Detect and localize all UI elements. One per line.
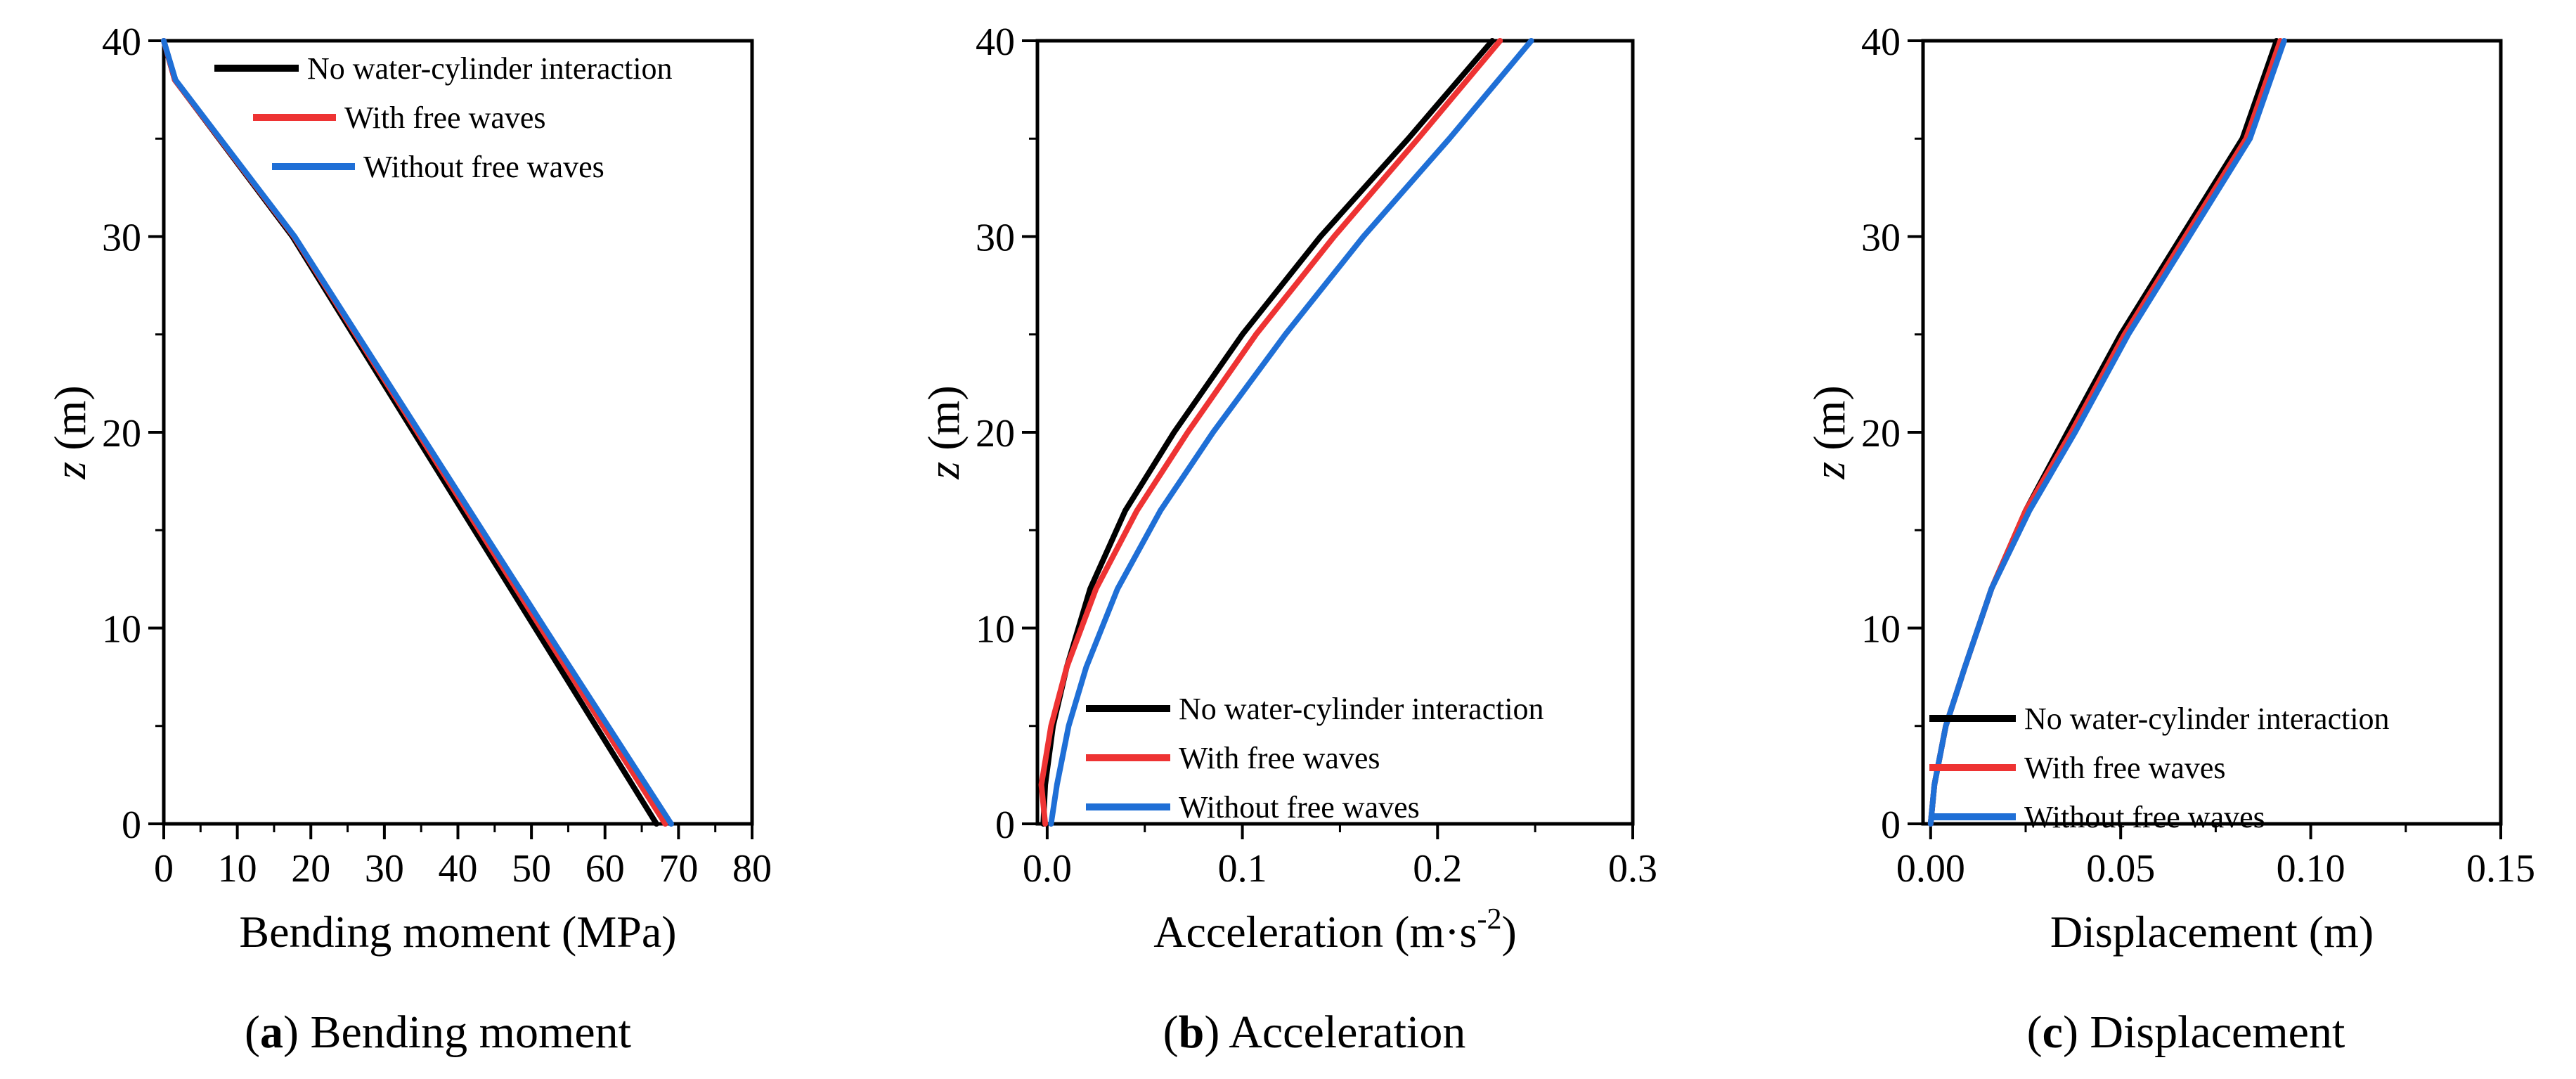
y-tick-label: 40 bbox=[976, 20, 1015, 64]
y-axis-title-unit: (m) bbox=[45, 385, 95, 461]
caption-title: ) Displacement bbox=[2063, 1007, 2345, 1058]
y-axis-title-var: z bbox=[45, 462, 95, 480]
x-axis-title-sup: -2 bbox=[1477, 903, 1501, 936]
panel-caption: (b) Acceleration bbox=[1163, 1007, 1466, 1058]
y-tick-label: 30 bbox=[102, 217, 141, 260]
legend-label-1: No water-cylinder interaction bbox=[1179, 692, 1544, 726]
x-tick-label: 40 bbox=[439, 847, 478, 891]
x-tick-label: 60 bbox=[585, 847, 625, 891]
x-tick-label: 80 bbox=[732, 847, 772, 891]
x-tick-label: 0 bbox=[154, 847, 174, 891]
x-tick-label: 50 bbox=[512, 847, 551, 891]
series-line-2 bbox=[1038, 38, 1503, 827]
x-axis-title-text: Displacement (m) bbox=[2050, 907, 2374, 957]
y-axis-title: z (m) bbox=[919, 385, 969, 479]
panel-caption: (a) Bending moment bbox=[245, 1007, 631, 1058]
chart-panel-a: 0 10 20 30 40 0 10 20 30 40 50 60 70 80 Bending moment… bbox=[45, 20, 772, 1058]
y-tick-label: 40 bbox=[1861, 20, 1901, 64]
y-tick-label: 10 bbox=[976, 608, 1015, 652]
x-axis-title-text: Bending moment (MPa) bbox=[239, 907, 676, 957]
y-tick-label: 0 bbox=[122, 803, 141, 847]
legend: No water-cylinder interaction With free w… bbox=[1929, 702, 2390, 834]
series-line-3 bbox=[161, 38, 674, 827]
x-tick-label: 0.10 bbox=[2277, 847, 2345, 891]
legend: No water-cylinder interaction With free w… bbox=[214, 51, 673, 184]
y-tick-label: 0 bbox=[995, 803, 1015, 847]
caption-open: ( bbox=[2027, 1007, 2043, 1058]
x-tick-label: 30 bbox=[365, 847, 404, 891]
legend-label-2: With free waves bbox=[1179, 741, 1380, 775]
x-tick-label: 20 bbox=[291, 847, 330, 891]
y-axis-title: z (m) bbox=[45, 385, 95, 479]
x-axis-title-end: ) bbox=[1501, 907, 1516, 957]
legend: No water-cylinder interaction With free w… bbox=[1086, 692, 1544, 825]
x-tick-label: 70 bbox=[659, 847, 698, 891]
chart-panel-c: 0 10 20 30 40 0.00 0.05 0.10 0.15 Displacement (m… bbox=[1804, 20, 2535, 1058]
y-tick-label: 0 bbox=[1881, 803, 1901, 847]
x-tick-label: 0.2 bbox=[1413, 847, 1462, 891]
x-axis-title-text: Acceleration (m·s bbox=[1153, 907, 1477, 957]
legend-label-2: With free waves bbox=[344, 101, 546, 135]
caption-open: ( bbox=[245, 1007, 260, 1058]
y-axis-title-unit: (m) bbox=[1804, 385, 1854, 461]
x-axis-title: Displacement (m) bbox=[2050, 907, 2374, 957]
panel-caption: (c) Displacement bbox=[2027, 1007, 2345, 1058]
y-tick-label: 20 bbox=[1861, 412, 1901, 455]
x-tick-label: 0.00 bbox=[1896, 847, 1965, 891]
y-axis-title-var: z bbox=[919, 462, 969, 480]
y-tick-label: 20 bbox=[976, 412, 1015, 455]
x-tick-label: 0.3 bbox=[1608, 847, 1657, 891]
x-tick-label: 10 bbox=[218, 847, 257, 891]
y-tick-label: 30 bbox=[976, 217, 1015, 260]
y-axis-title: z (m) bbox=[1804, 385, 1854, 479]
x-axis-title: Acceleration (m·s-2) bbox=[1153, 903, 1517, 957]
x-tick-label: 0.1 bbox=[1218, 847, 1267, 891]
y-axis-title-unit: (m) bbox=[919, 385, 969, 461]
x-axis-title: Bending moment (MPa) bbox=[239, 907, 676, 957]
y-tick-label: 40 bbox=[102, 20, 141, 64]
x-tick-label: 0.05 bbox=[2086, 847, 2155, 891]
y-tick-label: 10 bbox=[1861, 608, 1901, 652]
caption-letter: b bbox=[1179, 1007, 1205, 1058]
legend-label-2: With free waves bbox=[2024, 751, 2226, 785]
series-line-3 bbox=[1048, 38, 1534, 827]
legend-label-3: Without free waves bbox=[363, 150, 604, 184]
legend-label-3: Without free waves bbox=[1179, 790, 1420, 825]
y-tick-label: 20 bbox=[102, 412, 141, 455]
legend-label-3: Without free waves bbox=[2024, 800, 2265, 834]
x-tick-label: 0.15 bbox=[2466, 847, 2535, 891]
legend-label-1: No water-cylinder interaction bbox=[307, 51, 673, 86]
x-tick-label: 0.0 bbox=[1023, 847, 1072, 891]
series-line-3 bbox=[1927, 38, 2287, 827]
caption-letter: a bbox=[260, 1007, 283, 1058]
y-tick-label: 30 bbox=[1861, 217, 1901, 260]
caption-title: ) Bending moment bbox=[283, 1007, 631, 1058]
caption-open: ( bbox=[1163, 1007, 1179, 1058]
y-axis-title-var: z bbox=[1804, 462, 1854, 480]
legend-label-1: No water-cylinder interaction bbox=[2024, 702, 2390, 736]
caption-letter: c bbox=[2043, 1007, 2063, 1058]
chart-panel-b: 0 10 20 30 40 0.0 0.1 0.2 0.3 Acceleration (m·s-2… bbox=[919, 20, 1657, 1058]
y-tick-label: 10 bbox=[102, 608, 141, 652]
caption-title: ) Acceleration bbox=[1204, 1007, 1465, 1058]
